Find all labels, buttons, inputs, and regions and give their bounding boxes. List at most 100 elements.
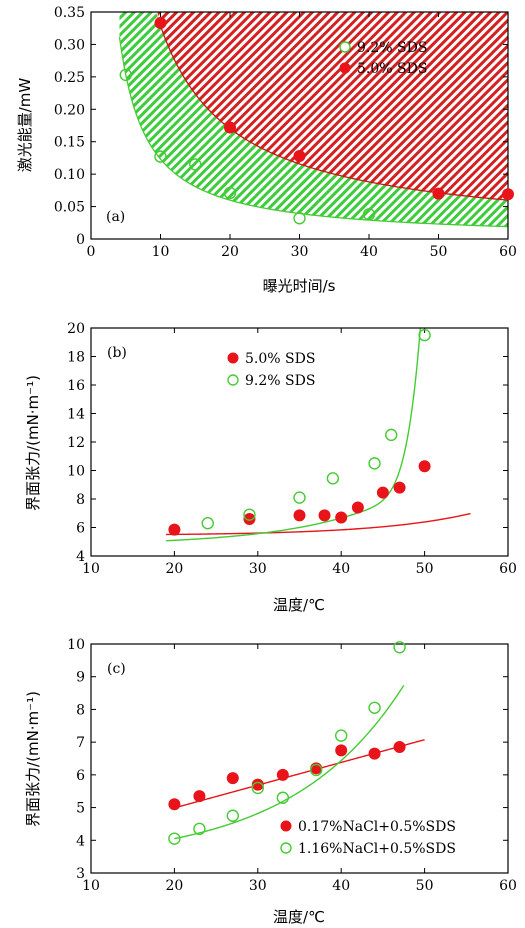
panel-c-ylabel: 界面张力/(mN·m⁻¹) [24, 691, 42, 827]
panel-b-xlabel: 温度/℃ [273, 596, 325, 614]
ytick-label: 14 [67, 407, 85, 423]
point-filled-red [243, 512, 256, 525]
point-filled-red [168, 798, 181, 811]
fit-curve-green [174, 684, 405, 840]
point-filled-red [276, 768, 289, 781]
ytick-label: 3 [76, 866, 85, 882]
point-filled-red [226, 772, 239, 785]
panel-a-points [119, 17, 514, 225]
ytick-label: 0.05 [54, 200, 85, 216]
panel-a-fit-curves [118, 17, 508, 228]
point-filled-red [418, 460, 431, 473]
panel-c-xlabel: 温度/℃ [273, 908, 325, 926]
point-open-green [326, 472, 340, 485]
point-open-green [226, 809, 239, 822]
ytick-label: 12 [67, 435, 85, 451]
panel-a-legend: 9.2% SDS 5.0% SDS [339, 40, 427, 77]
ytick-label: 10 [67, 464, 85, 480]
point-open-green [154, 150, 167, 163]
point-open-green [276, 791, 290, 804]
point-filled-red [335, 511, 348, 524]
legend-b-open-circle [227, 374, 239, 386]
legend-b-filled-circle [227, 352, 239, 364]
point-open-green [119, 68, 132, 82]
ytick-label: 8 [76, 702, 85, 718]
ytick-label: 0.30 [54, 37, 85, 53]
fit-curve-red [166, 512, 471, 536]
xtick-label: 50 [416, 878, 434, 894]
fit-curve-green [166, 328, 422, 542]
ytick-label: 0 [76, 232, 85, 248]
panel-c-ticks: 10 20 30 40 50 60 3 4 5 6 7 8 9 10 [67, 637, 517, 894]
point-filled-red [502, 188, 514, 201]
ytick-label: 5 [76, 801, 85, 817]
xtick-label: 40 [332, 878, 350, 894]
ytick-label: 0.35 [54, 5, 85, 21]
legend-b-series-2: 9.2% SDS [245, 373, 315, 389]
point-filled-red [393, 741, 406, 754]
point-open-green [393, 641, 406, 654]
point-filled-red [432, 187, 445, 200]
ytick-label: 10 [67, 637, 85, 653]
xtick-label: 50 [430, 244, 448, 260]
ytick-label: 4 [76, 833, 85, 849]
ytick-label: 7 [76, 735, 85, 751]
ytick-label: 9 [76, 670, 85, 686]
ytick-label: 6 [76, 768, 85, 784]
panel-a-ylabel: 激光能量/mW [16, 78, 34, 173]
panel-a: 0 10 20 30 40 50 60 0 0.05 0.10 0.15 0.20 0.25 0.30 0.… [16, 5, 517, 295]
panel-a-label: (a) [106, 209, 125, 225]
legend-a-filled-circle [339, 62, 351, 74]
point-open-green [223, 186, 237, 200]
legend-c-series-1: 0.17%NaCl+0.5%SDS [298, 819, 456, 835]
point-filled-red [293, 509, 306, 522]
panel-c: 10 20 30 40 50 60 3 4 5 6 7 8 9 10 (c) 温度/℃ 界面张力/(mN·… [24, 637, 517, 926]
point-open-green [368, 457, 381, 470]
ytick-label: 4 [76, 549, 85, 565]
point-open-green [335, 729, 348, 742]
panel-b-points [168, 328, 431, 536]
ytick-label: 0.20 [54, 102, 85, 118]
xtick-label: 50 [416, 561, 434, 577]
point-filled-red [251, 778, 264, 791]
legend-a-open-circle [339, 41, 351, 53]
xtick-label: 10 [82, 561, 100, 577]
panel-a-xlabel: 曝光时间/s [263, 277, 336, 295]
point-open-green [418, 328, 431, 342]
xtick-label: 30 [249, 878, 267, 894]
point-open-green [309, 763, 323, 777]
ytick-label: 0.25 [54, 70, 85, 86]
point-open-green [243, 508, 256, 521]
ytick-label: 8 [76, 492, 85, 508]
fit-curve-red [174, 739, 425, 809]
point-open-green [368, 701, 381, 714]
ytick-label: 0.10 [54, 167, 85, 183]
legend-c-open-circle [280, 842, 292, 854]
point-open-green [385, 428, 398, 442]
point-open-green [293, 491, 306, 504]
xtick-label: 20 [165, 878, 183, 894]
point-filled-red [335, 744, 348, 757]
xtick-label: 30 [249, 561, 267, 577]
ytick-label: 6 [76, 521, 85, 537]
point-open-green [251, 781, 264, 795]
point-filled-red [351, 501, 364, 514]
point-filled-red [318, 509, 331, 522]
panel-c-points [168, 641, 406, 845]
panel-b-fit-curves [166, 328, 471, 542]
xtick-label: 10 [152, 244, 170, 260]
legend-c-series-2: 1.16%NaCl+0.5%SDS [298, 841, 456, 857]
point-filled-red [224, 121, 236, 134]
point-filled-red [154, 17, 167, 30]
point-filled-red [393, 481, 406, 494]
point-filled-red [293, 149, 306, 162]
panel-c-label: (c) [107, 661, 126, 677]
legend-b-series-1: 5.0% SDS [245, 351, 315, 367]
xtick-label: 40 [360, 244, 378, 260]
xtick-label: 60 [499, 561, 517, 577]
legend-c-filled-circle [280, 820, 292, 832]
panel-b: 10 20 30 40 50 60 4 6 8 10 12 14 16 18 20 (b) 温度/℃ 界面张… [24, 321, 517, 614]
point-open-green [168, 832, 181, 845]
panel-a-ticks: 0 10 20 30 40 50 60 0 0.05 0.10 0.15 0.20 0.25 0.30 0.… [54, 5, 517, 260]
